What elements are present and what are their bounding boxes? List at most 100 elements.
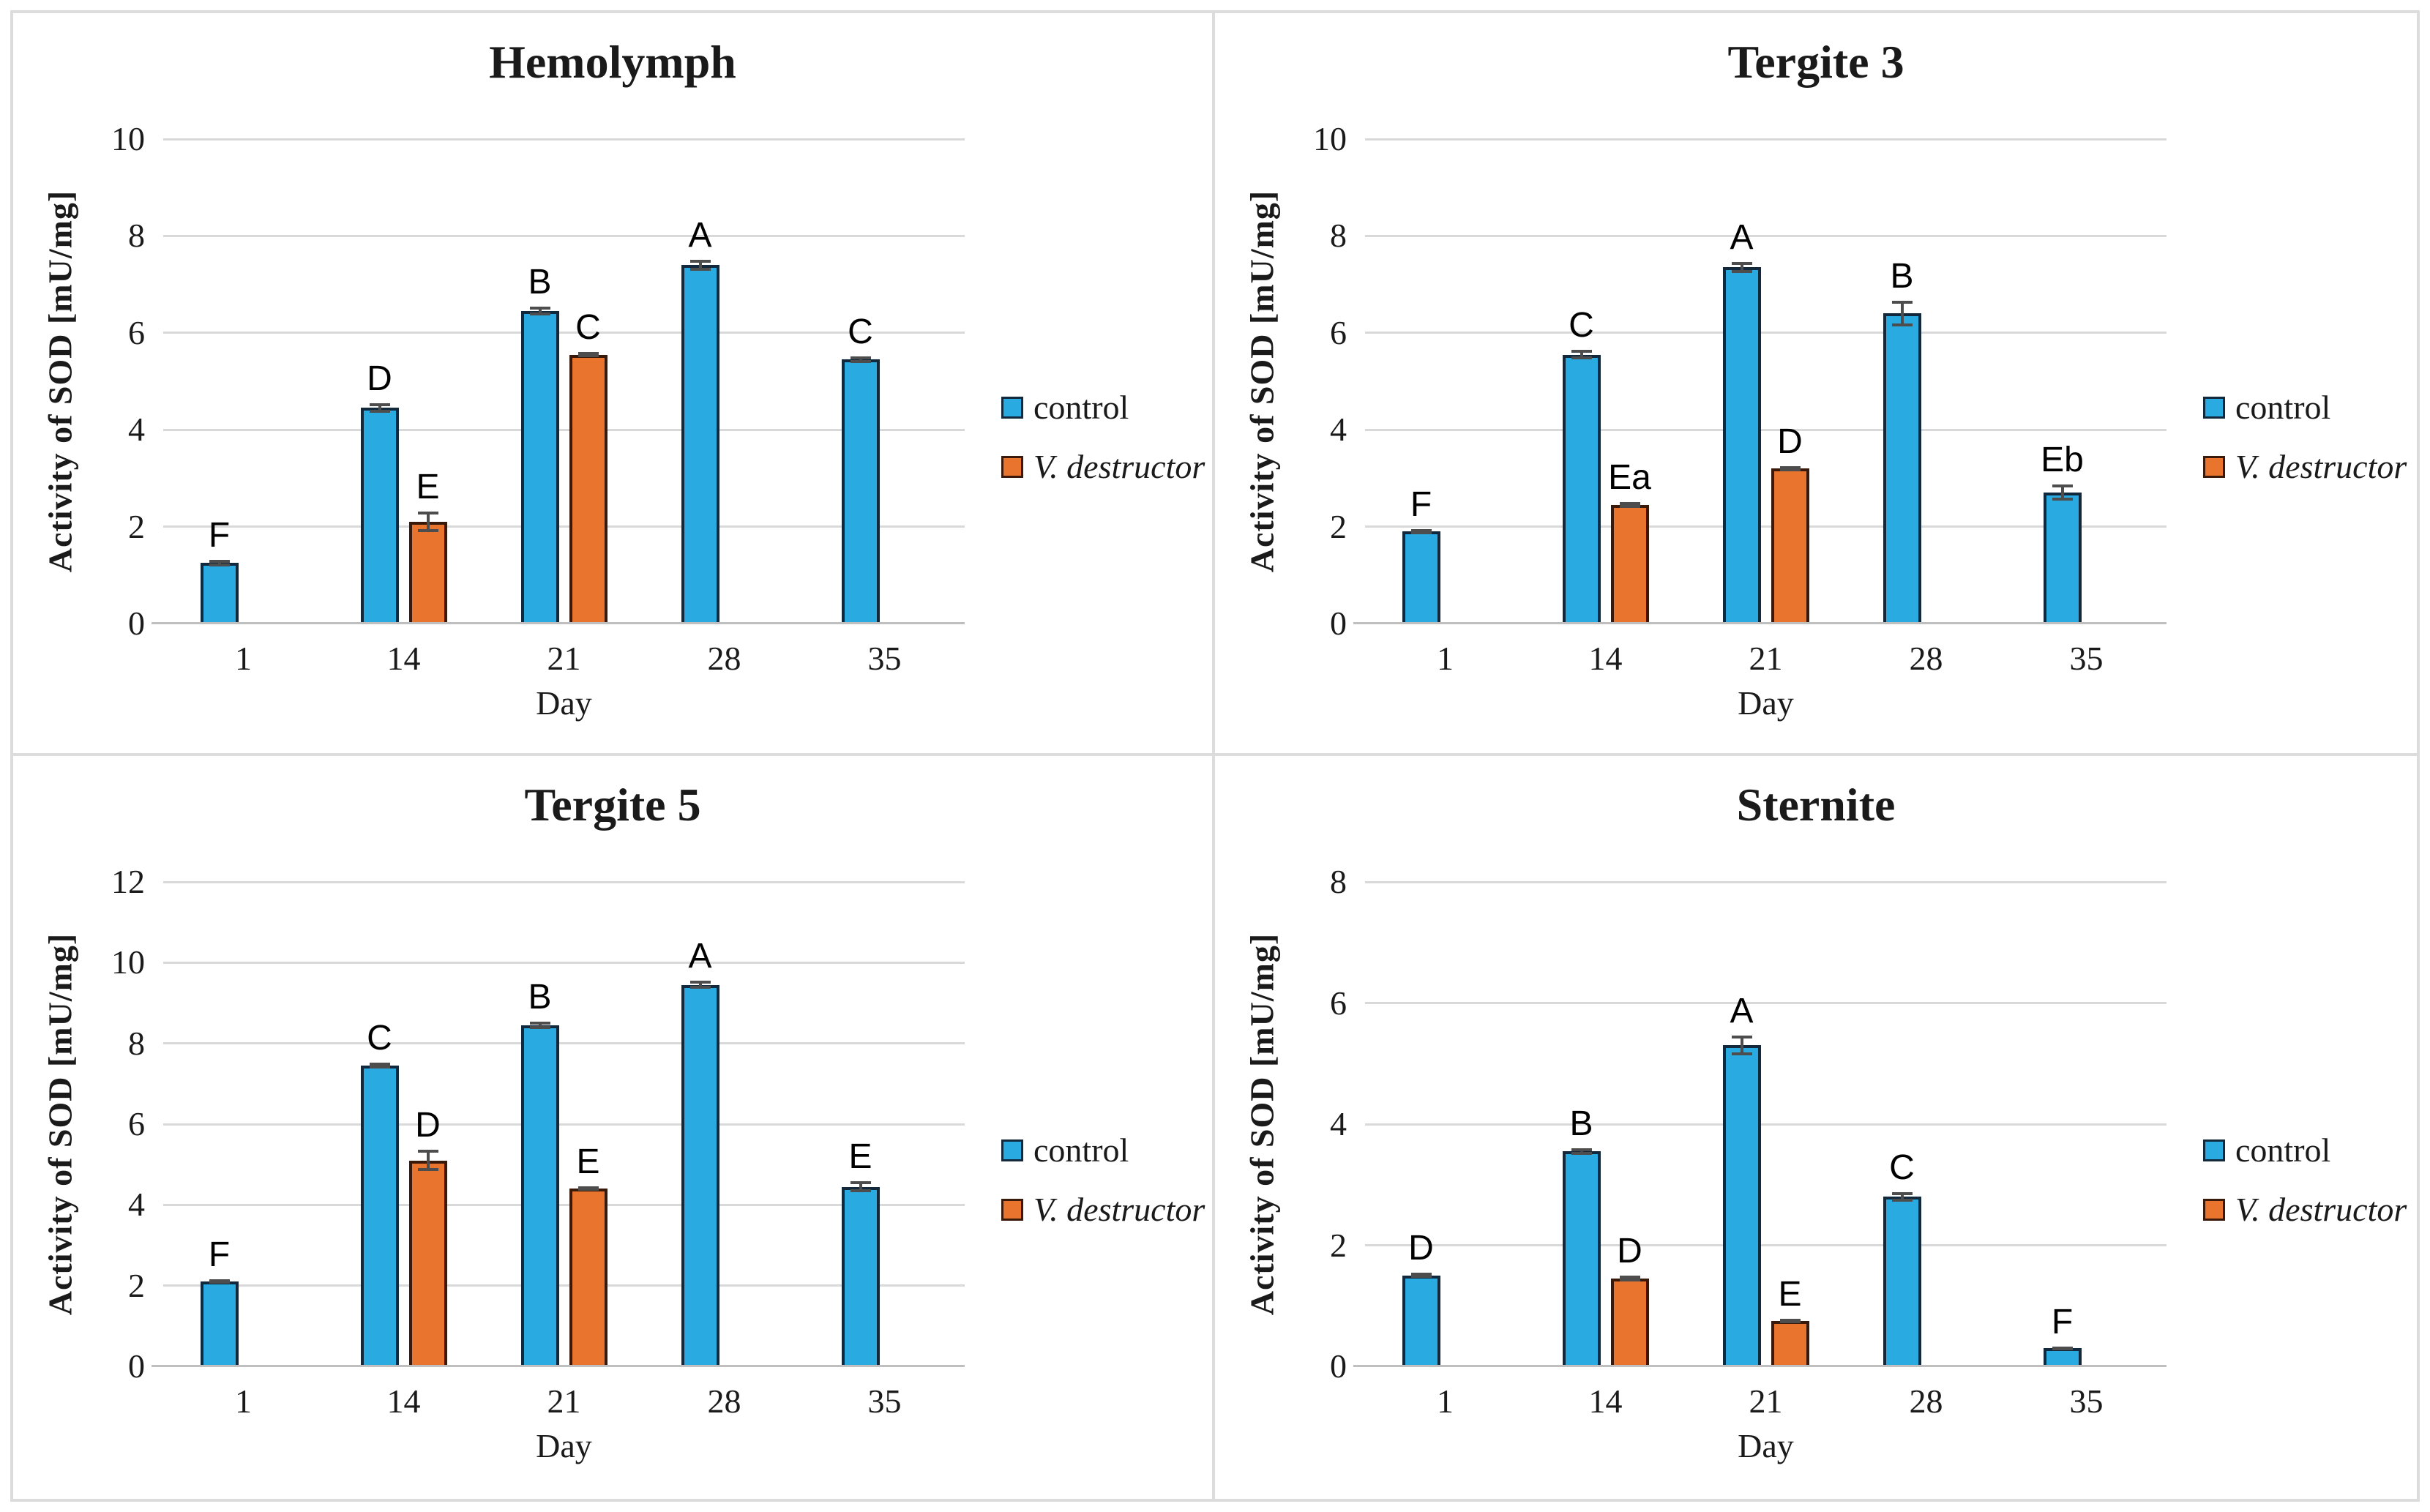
legend-item-varroa: V. destructor <box>2203 447 2407 486</box>
bar-control-day-35 <box>841 1186 880 1366</box>
legend-swatch-varroa-icon <box>1001 455 1023 478</box>
significance-label: A <box>1730 992 1754 1030</box>
error-bar-cap <box>1619 505 1640 509</box>
y-tick-label: 2 <box>128 1266 145 1304</box>
bar-varroa-day-14 <box>408 1160 447 1366</box>
error-bar <box>1628 502 1631 508</box>
error-bar-cap <box>1779 465 1801 469</box>
legend-swatch-control-icon <box>1001 396 1023 419</box>
gridline-y-6 <box>163 332 965 334</box>
error-bar-cap <box>689 259 711 263</box>
error-bar <box>698 260 702 270</box>
error-bar-cap <box>417 529 438 533</box>
gridline-y-10 <box>1365 138 2167 141</box>
error-bar-cap <box>577 1186 599 1190</box>
legend-label-control: control <box>2235 389 2331 426</box>
legend-item-control: control <box>2203 1131 2407 1169</box>
bar-control-day-28 <box>681 984 719 1366</box>
error-bar <box>426 512 430 532</box>
gridline-y-8 <box>1365 234 2167 237</box>
error-bar <box>1628 1276 1631 1281</box>
error-bar-cap <box>1619 1275 1640 1279</box>
gridline-y-2 <box>163 1284 965 1287</box>
significance-label: E <box>848 1137 872 1176</box>
bar-control-day-14 <box>360 1066 399 1366</box>
significance-label: E <box>1778 1275 1802 1314</box>
significance-label: Eb <box>2041 441 2084 480</box>
gridline-y-4 <box>1365 428 2167 431</box>
gridline-y-4 <box>1365 1123 2167 1126</box>
y-tick-label: 4 <box>1330 1105 1347 1142</box>
chart-title: Tergite 3 <box>1727 36 1904 88</box>
significance-label: F <box>208 1235 231 1274</box>
legend-swatch-varroa-icon <box>2203 455 2225 478</box>
significance-label: B <box>1890 256 1914 296</box>
error-bar-cap <box>417 511 438 514</box>
bar-control-day-35 <box>2043 493 2082 624</box>
error-bar-cap <box>1891 323 1913 326</box>
error-bar-cap <box>1619 1279 1640 1282</box>
bar-varroa-day-21 <box>569 354 608 624</box>
x-tick-label: 21 <box>547 1382 581 1420</box>
error-bar-cap <box>1891 300 1913 304</box>
error-bar-cap <box>1410 528 1432 532</box>
x-tick-label: 28 <box>1909 1382 1943 1420</box>
legend-swatch-varroa-icon <box>2203 1198 2225 1221</box>
significance-label: E <box>576 1142 600 1182</box>
gridline-y-6 <box>163 1123 965 1126</box>
error-bar-cap <box>369 1062 390 1066</box>
legend-swatch-control-icon <box>2203 1139 2225 1161</box>
legend-swatch-varroa-icon <box>1001 1198 1023 1221</box>
legend-label-varroa: V. destructor <box>2235 448 2407 485</box>
x-tick-label: 14 <box>1588 1382 1623 1420</box>
x-axis-line <box>152 1365 965 1367</box>
error-bar-cap <box>1731 1036 1752 1038</box>
significance-label: E <box>416 467 440 506</box>
x-axis-line <box>1353 622 2167 624</box>
legend-label-varroa: V. destructor <box>2235 1191 2407 1228</box>
y-tick-label: 6 <box>1330 984 1347 1022</box>
bar-control-day-14 <box>1562 354 1601 624</box>
significance-label: F <box>208 515 231 555</box>
x-axis-title: Day <box>1738 1427 1794 1464</box>
error-bar-cap <box>850 1189 871 1193</box>
significance-label: C <box>1569 306 1594 345</box>
x-tick-label: 21 <box>547 640 581 677</box>
error-bar-cap <box>369 409 390 413</box>
bar-varroa-day-21 <box>1771 1320 1809 1366</box>
error-bar-cap <box>850 1180 871 1184</box>
significance-label: A <box>688 215 712 255</box>
y-tick-label: 10 <box>1313 120 1347 157</box>
x-tick-label: 1 <box>1437 1382 1454 1420</box>
legend-label-varroa: V. destructor <box>1033 1191 1205 1228</box>
significance-label: C <box>575 307 601 347</box>
error-bar-cap <box>1410 531 1432 534</box>
error-bar-cap <box>850 356 871 359</box>
y-tick-label: 10 <box>111 120 145 157</box>
error-bar-cap <box>1571 356 1592 359</box>
error-bar-cap <box>1571 350 1592 353</box>
bar-control-day-14 <box>1562 1151 1601 1366</box>
significance-label: D <box>1408 1229 1434 1268</box>
legend: control V. destructor <box>2203 388 2407 486</box>
error-bar-cap <box>417 1149 438 1153</box>
gridline-y-10 <box>163 961 965 964</box>
significance-label: F <box>2051 1302 2074 1341</box>
error-bar-cap <box>689 267 711 271</box>
y-tick-label: 2 <box>128 507 145 545</box>
error-bar-cap <box>1619 501 1640 505</box>
bar-varroa-day-14 <box>1610 1279 1649 1366</box>
legend-label-control: control <box>1033 389 1129 426</box>
error-bar-cap <box>850 359 871 363</box>
legend-item-control: control <box>2203 388 2407 427</box>
panel-tergite-3: Tergite 3 Activity of SOD [mU/mg] F C Ea A D… <box>1215 13 2417 756</box>
bar-control-day-28 <box>681 265 719 624</box>
error-bar <box>859 356 862 362</box>
x-tick-label: 28 <box>707 640 741 677</box>
error-bar <box>1740 1036 1743 1055</box>
bar-varroa-day-21 <box>569 1189 608 1366</box>
error-bar-cap <box>209 563 230 566</box>
